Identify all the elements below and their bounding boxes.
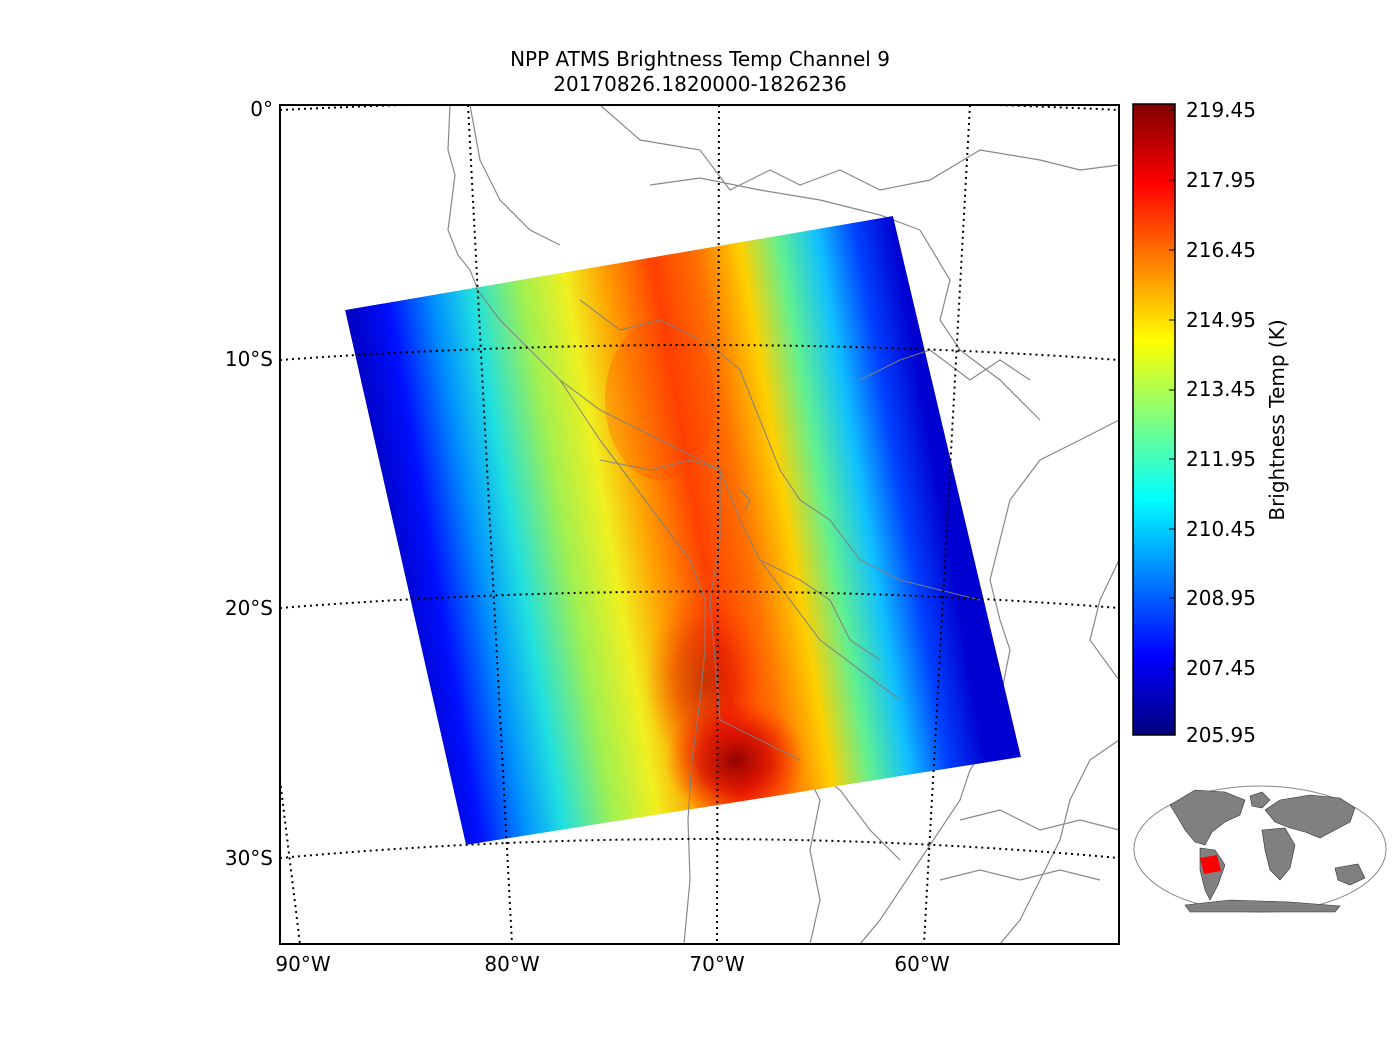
lat-label-20s: 20°S — [224, 596, 273, 620]
colorbar-tick-label: 213.45 — [1186, 377, 1256, 401]
swath-location-marker — [1200, 855, 1221, 874]
colorbar — [1132, 103, 1176, 736]
colorbar-tick-label: 214.95 — [1186, 308, 1256, 332]
lon-label-90w: 90°W — [275, 952, 331, 976]
colorbar-tick-label: 217.95 — [1186, 168, 1256, 192]
colorbar-tick-label: 216.45 — [1186, 238, 1256, 262]
lon-label-60w: 60°W — [894, 952, 950, 976]
colorbar-tick-label: 207.45 — [1186, 656, 1256, 680]
map-area — [280, 105, 1119, 944]
world-locator-map-icon — [1133, 785, 1387, 913]
lat-label-10s: 10°S — [224, 347, 273, 371]
brightness-temp-swath — [345, 216, 1021, 845]
map-title-line2: 20170826.1820000-1826236 — [553, 72, 847, 96]
lat-label-30s: 30°S — [224, 846, 273, 870]
map-title-line1: NPP ATMS Brightness Temp Channel 9 — [510, 47, 890, 71]
colorbar-tick-label: 219.45 — [1186, 98, 1256, 122]
colorbar-tick-label: 211.95 — [1186, 447, 1256, 471]
colorbar-tick-label: 208.95 — [1186, 586, 1256, 610]
colorbar-tick-label: 210.45 — [1186, 517, 1256, 541]
colorbar-tick-label: 205.95 — [1186, 723, 1256, 747]
colorbar-ticks — [1169, 109, 1175, 669]
lat-label-0: 0° — [250, 97, 273, 121]
map-frame — [279, 104, 1120, 945]
colorbar-label: Brightness Temp (K) — [1265, 319, 1289, 521]
lon-label-80w: 80°W — [484, 952, 540, 976]
lon-label-70w: 70°W — [689, 952, 745, 976]
